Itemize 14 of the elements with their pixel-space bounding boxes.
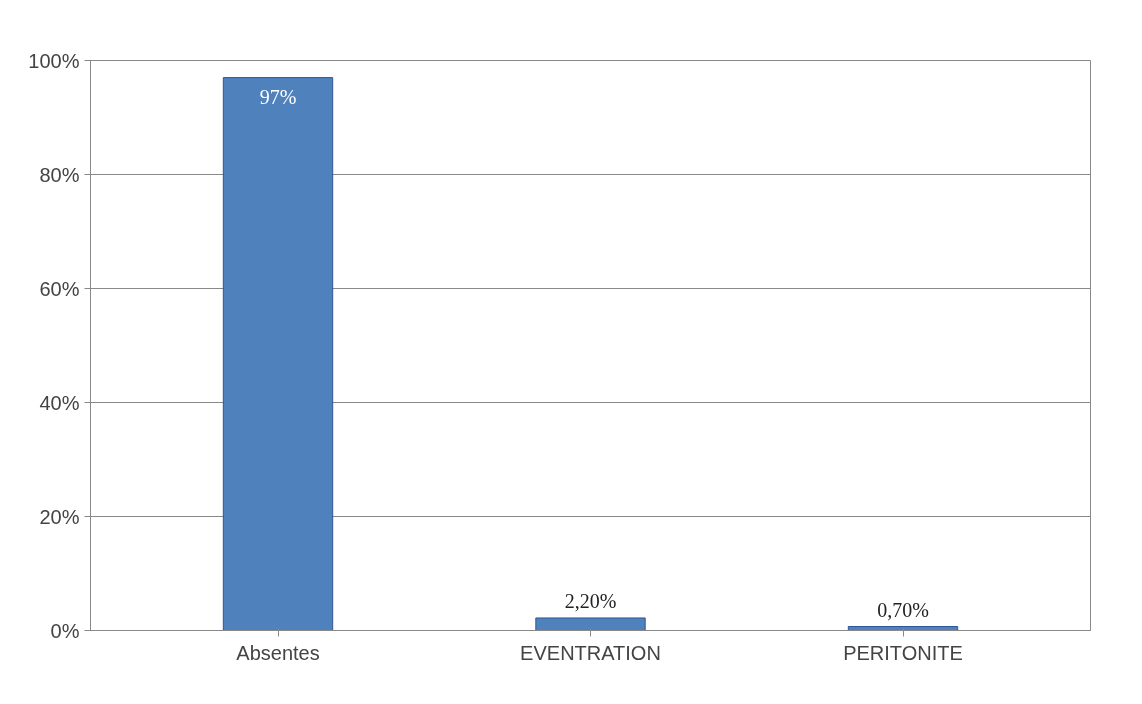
y-tick-label: 60% [39,277,80,300]
y-tick-label: 0% [50,619,80,642]
x-tick-label: EVENTRATION [520,641,661,664]
bar [222,77,334,631]
data-label: 97% [259,85,297,108]
y-tick-label: 20% [39,505,80,528]
data-label: 0,70% [877,598,929,621]
bar [535,617,646,631]
x-tick-label: PERITONITE [843,641,963,664]
y-tick-label: 40% [39,391,80,414]
y-tick-label: 100% [28,49,80,72]
data-label: 2,20% [564,589,617,612]
x-tick-label: Absentes [236,641,320,664]
y-tick-label: 80% [39,163,80,186]
